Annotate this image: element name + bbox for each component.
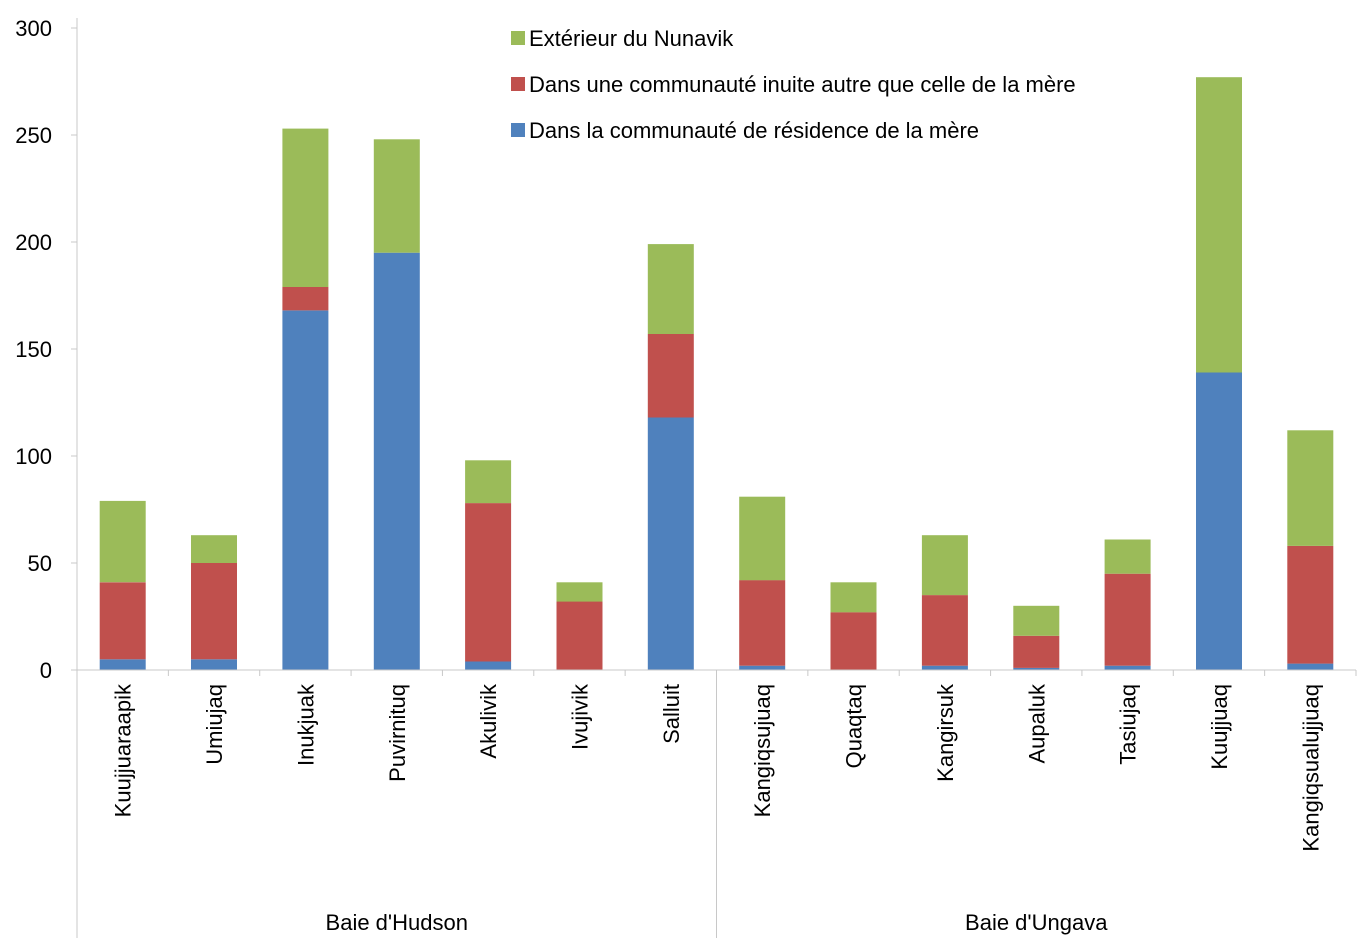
category-label: Quaqtaq — [842, 684, 867, 768]
bar-segment — [921, 665, 968, 670]
legend-label: Extérieur du Nunavik — [529, 26, 734, 51]
category-label: Kangiqsujuaq — [750, 684, 775, 817]
bar-segment — [1287, 430, 1334, 546]
y-tick-label: 50 — [28, 551, 52, 576]
bar-segment — [647, 244, 694, 334]
bar-segment — [739, 665, 786, 670]
bar-segment — [556, 601, 603, 670]
category-label: Aupaluk — [1024, 683, 1049, 764]
bar-segment — [647, 417, 694, 670]
legend-swatch — [511, 77, 525, 91]
category-label: Kuujjuaq — [1207, 684, 1232, 770]
category-label: Tasiujaq — [1116, 684, 1141, 765]
y-tick-label: 150 — [15, 337, 52, 362]
bar-segment — [1013, 605, 1060, 636]
bar-segment — [1196, 77, 1242, 373]
bar-segment — [1104, 539, 1151, 574]
bar-segment — [99, 582, 146, 660]
category-label: Inukjuak — [293, 683, 318, 766]
bar-segment — [1196, 372, 1242, 670]
group-label: Baie d'Hudson — [326, 910, 468, 935]
category-label: Kangirsuk — [933, 683, 958, 782]
category-label: Kuujjuaraapik — [111, 683, 136, 817]
axes-layer — [71, 18, 1357, 938]
bar-segment — [739, 496, 786, 581]
legend-label: Dans une communauté inuite autre que cel… — [529, 72, 1076, 97]
bar-segment — [191, 535, 237, 563]
category-label: Akulivik — [476, 683, 501, 759]
bar-segment — [921, 535, 968, 596]
legend-swatch — [511, 31, 525, 45]
category-label: Salluit — [659, 684, 684, 744]
labels-layer: 0 50 100 150 200 250 300 Baie d'Hudson Baie d'Un… — [15, 16, 1323, 935]
legend-label: Dans la communauté de résidence de la mè… — [529, 118, 979, 143]
bars-layer — [99, 77, 1334, 670]
bar-segment — [830, 612, 877, 670]
bar-segment — [282, 128, 329, 287]
category-label: Puvirnituq — [385, 684, 410, 782]
bar-segment — [1287, 545, 1334, 664]
bar-segment — [99, 659, 146, 670]
bar-segment — [1013, 667, 1060, 670]
y-tick-label: 100 — [15, 444, 52, 469]
y-tick-label: 200 — [15, 230, 52, 255]
legend: Extérieur du Nunavik Dans une communauté … — [511, 26, 1076, 143]
category-label: Umiujaq — [202, 684, 227, 765]
bar-segment — [282, 310, 329, 670]
bar-segment — [1104, 665, 1151, 670]
bar-segment — [191, 563, 237, 660]
bar-segment — [739, 580, 786, 666]
bar-segment — [1013, 635, 1060, 668]
bar-segment — [556, 582, 603, 602]
group-label: Baie d'Ungava — [965, 910, 1108, 935]
bar-segment — [465, 503, 512, 662]
bar-segment — [99, 500, 146, 583]
bar-segment — [373, 252, 420, 670]
y-tick-label: 300 — [15, 16, 52, 41]
bar-segment — [1104, 573, 1151, 666]
category-label: Kangiqsualujjuaq — [1298, 684, 1323, 852]
bar-segment — [282, 286, 329, 311]
category-label: Ivujivik — [568, 683, 593, 750]
bar-segment — [465, 460, 512, 504]
bar-segment — [1287, 663, 1334, 670]
bar-segment — [830, 582, 877, 613]
bar-segment — [647, 334, 694, 418]
y-tick-label: 250 — [15, 123, 52, 148]
legend-swatch — [511, 123, 525, 137]
bar-segment — [465, 661, 512, 670]
bar-segment — [921, 595, 968, 666]
bar-segment — [191, 659, 237, 670]
bar-segment — [373, 139, 420, 253]
y-tick-label: 0 — [40, 658, 52, 683]
